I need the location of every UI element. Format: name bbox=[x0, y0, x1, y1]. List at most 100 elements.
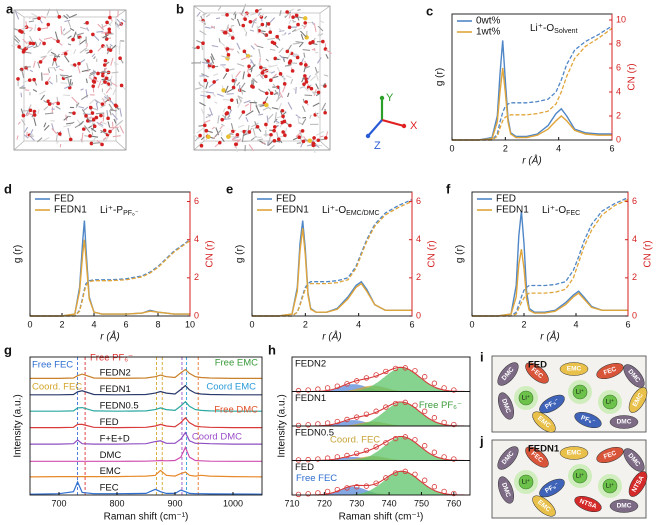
molecule: DMC bbox=[497, 362, 519, 386]
bond bbox=[211, 126, 216, 130]
atom bbox=[255, 125, 260, 129]
spectrum bbox=[30, 400, 262, 412]
annotation-sub: Solvent bbox=[554, 28, 577, 35]
atom bbox=[226, 53, 231, 57]
atom bbox=[92, 124, 97, 129]
atom bbox=[46, 99, 51, 104]
atom bbox=[224, 30, 228, 35]
bond bbox=[70, 63, 76, 68]
bond bbox=[28, 20, 35, 23]
molecule: EMC bbox=[532, 495, 556, 517]
y2-axis-label: CN (r) bbox=[427, 240, 438, 267]
data-point bbox=[324, 385, 331, 391]
annotation: Free EMC bbox=[215, 358, 258, 369]
atom bbox=[46, 22, 51, 27]
molecule-label: DMC bbox=[617, 503, 632, 510]
data-point bbox=[344, 416, 350, 423]
data-point bbox=[421, 443, 428, 449]
sim-box-edge bbox=[193, 140, 205, 151]
bond bbox=[230, 24, 235, 27]
data-point bbox=[344, 452, 350, 459]
bond bbox=[71, 96, 78, 104]
molecule-label: DMC bbox=[500, 482, 512, 499]
bond bbox=[64, 19, 71, 23]
spectrum bbox=[30, 416, 262, 429]
cn-curve bbox=[252, 200, 413, 317]
bond bbox=[98, 121, 103, 126]
atom bbox=[303, 74, 307, 78]
atom bbox=[207, 95, 211, 99]
atom bbox=[268, 30, 273, 34]
bond bbox=[210, 53, 215, 61]
molecule-shape bbox=[525, 446, 549, 468]
spectrum bbox=[30, 368, 262, 380]
data-point bbox=[363, 483, 370, 489]
y-axis-label: Intensity (a.u.) bbox=[277, 394, 288, 457]
molecule: NTSA bbox=[628, 471, 648, 497]
bond bbox=[63, 14, 69, 20]
bond bbox=[236, 50, 240, 54]
legend-label: FED bbox=[276, 194, 296, 205]
bond bbox=[315, 72, 319, 81]
atom bbox=[18, 29, 22, 33]
bond bbox=[91, 131, 94, 136]
bond bbox=[43, 122, 47, 128]
bond bbox=[42, 136, 50, 142]
annotation: Coord DMC bbox=[192, 432, 242, 443]
x-tick-label: 0 bbox=[27, 319, 32, 329]
bond bbox=[291, 29, 296, 33]
data-point bbox=[412, 402, 418, 409]
atom bbox=[227, 105, 232, 110]
bond bbox=[98, 124, 104, 128]
bond bbox=[287, 101, 293, 110]
atom bbox=[272, 139, 277, 143]
sim-box-edge bbox=[193, 5, 205, 14]
y-axis-label: g (r) bbox=[435, 68, 446, 86]
panel-label: c bbox=[426, 3, 433, 18]
data-point bbox=[383, 440, 389, 446]
annotation: Coord EMC bbox=[206, 382, 256, 393]
bond bbox=[311, 21, 315, 25]
data-point bbox=[431, 484, 438, 490]
atom bbox=[229, 98, 234, 102]
bond bbox=[54, 31, 59, 41]
sim-box-edge bbox=[13, 140, 25, 151]
data-point bbox=[295, 422, 302, 429]
molecule-label: Li⁺ bbox=[522, 479, 531, 486]
atom bbox=[108, 15, 112, 20]
atom bbox=[32, 77, 36, 82]
legend-label: 1wt% bbox=[476, 27, 501, 38]
bond bbox=[260, 13, 265, 18]
bond bbox=[221, 55, 230, 59]
bond bbox=[49, 54, 55, 56]
molecule: EMC bbox=[559, 362, 589, 376]
li-ion bbox=[572, 384, 588, 400]
atom bbox=[231, 85, 236, 90]
x-tick-label: 6 bbox=[409, 319, 414, 329]
cn-curve bbox=[30, 240, 191, 317]
annotation-sub: EMC/DMC bbox=[346, 210, 379, 217]
atom bbox=[242, 49, 247, 54]
bond bbox=[283, 12, 292, 18]
spectrum bbox=[29, 469, 263, 478]
molecule: DMC bbox=[623, 364, 645, 388]
atom bbox=[291, 15, 295, 19]
molecule-label: DMC bbox=[500, 398, 512, 415]
bond bbox=[102, 112, 105, 122]
bond bbox=[296, 142, 302, 144]
bond bbox=[273, 92, 279, 96]
x-tick-label: 750 bbox=[414, 498, 429, 508]
y2-tick-label: 8 bbox=[616, 38, 621, 48]
bond bbox=[54, 55, 61, 58]
data-point bbox=[402, 434, 408, 440]
x-axis-label: Raman shift (cm⁻¹) bbox=[104, 512, 189, 523]
x-tick-label: 0 bbox=[249, 319, 254, 329]
atom bbox=[105, 20, 109, 25]
bond bbox=[55, 134, 58, 142]
bond bbox=[67, 43, 72, 46]
bond bbox=[251, 78, 258, 84]
atom bbox=[102, 63, 107, 67]
atom bbox=[226, 134, 231, 139]
bond bbox=[51, 123, 55, 131]
data-point bbox=[344, 485, 350, 491]
